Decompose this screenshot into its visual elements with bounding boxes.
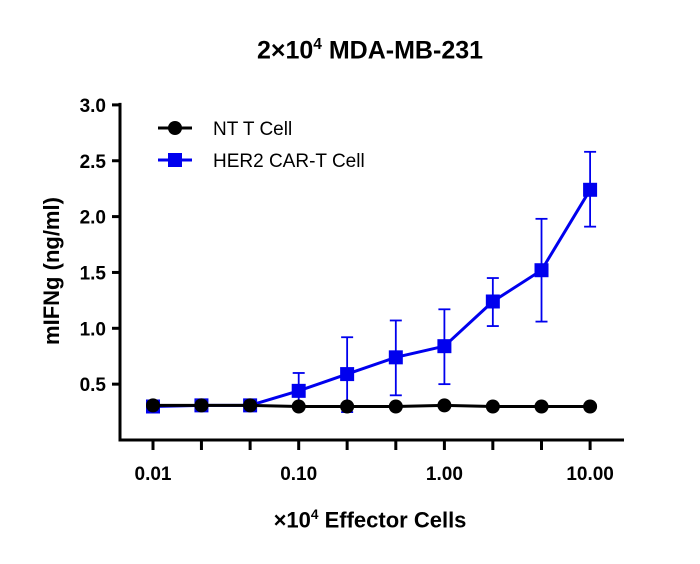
data-point-circle	[388, 399, 403, 414]
y-tick-label: 1.0	[80, 319, 106, 340]
data-point-square	[388, 350, 403, 365]
data-point-circle	[583, 399, 598, 414]
data-point-circle	[194, 398, 209, 413]
data-point-square	[291, 383, 306, 398]
data-point-circle	[243, 398, 258, 413]
data-point-circle	[437, 398, 452, 413]
data-point-circle	[485, 399, 500, 414]
data-point-square	[485, 294, 500, 309]
data-point-circle	[534, 399, 549, 414]
data-point-square	[534, 263, 549, 278]
data-point-circle	[146, 398, 160, 413]
legend-marker-circle	[168, 121, 182, 135]
x-tick-label: 0.01	[135, 464, 172, 485]
data-point-square	[340, 367, 355, 382]
y-tick-label: 2.5	[80, 152, 107, 173]
y-tick-label: 2.0	[80, 208, 106, 229]
legend-marker-square	[168, 153, 182, 167]
data-point-square	[437, 339, 452, 354]
x-tick-label: 1.00	[426, 464, 463, 485]
y-tick-label: 0.5	[80, 375, 107, 396]
x-axis-label: ×104 Effector Cells	[273, 507, 467, 533]
legend-label: HER2 CAR-T Cell	[213, 151, 365, 172]
series-line-0	[153, 403, 591, 408]
data-point-circle	[340, 399, 355, 414]
data-point-circle	[291, 399, 306, 414]
data-point-square	[583, 182, 598, 197]
legend-label: NT T Cell	[213, 119, 292, 140]
y-tick-label: 1.5	[80, 263, 107, 284]
series-line-1	[152, 189, 592, 408]
y-tick-label: 3.0	[80, 96, 106, 117]
x-tick-label: 10.00	[566, 464, 614, 485]
x-tick-label: 0.10	[280, 464, 317, 485]
chart-title: 2×104 MDA-MB-231	[256, 36, 484, 65]
